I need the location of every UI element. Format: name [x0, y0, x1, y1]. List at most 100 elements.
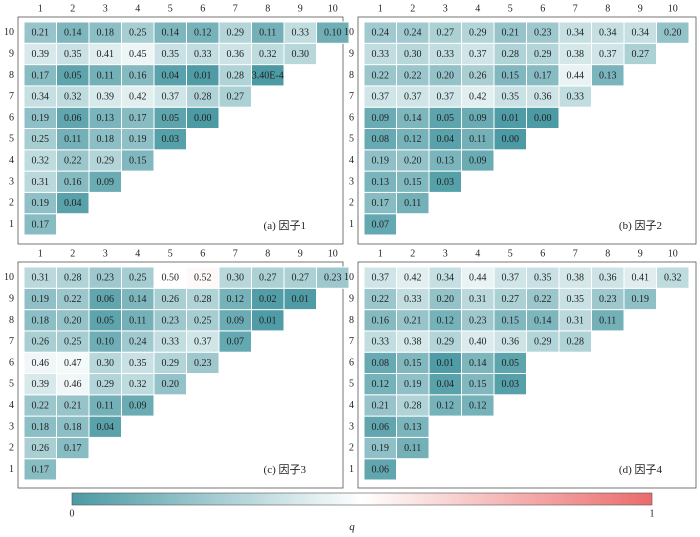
cell-value-label: 0.12 [469, 400, 487, 411]
cell-value-label: 0.31 [567, 315, 585, 326]
cell-value-label: 0.01 [194, 70, 212, 81]
y-tick-label: 8 [349, 70, 354, 81]
cell-value-label: 0.39 [32, 379, 50, 390]
cell-value-label: 0.11 [64, 134, 81, 145]
y-tick-label: 5 [9, 134, 14, 145]
cell-value-label: 0.00 [502, 134, 520, 145]
cell-value-label: 0.34 [599, 28, 617, 39]
cell-value-label: 0.22 [64, 294, 82, 305]
cell-value-label: 0.17 [32, 464, 50, 475]
panel-label: (c) 因子3 [264, 463, 307, 476]
cell-value-label: 0.47 [64, 358, 82, 369]
cell-value-label: 0.20 [437, 70, 455, 81]
cell-value-label: 0.19 [32, 294, 50, 305]
cell-value-label: 0.44 [469, 273, 487, 284]
cell-value-label: 0.11 [469, 134, 486, 145]
cell-value-label: 0.19 [32, 198, 50, 209]
cell-value-label: 0.12 [372, 379, 390, 390]
cell-value-label: 0.45 [129, 49, 147, 60]
cell-value-label: 0.30 [227, 273, 245, 284]
cell-value-label: 0.29 [469, 28, 487, 39]
cell-value-label: 0.14 [64, 28, 82, 39]
cell-value-label: 0.29 [227, 28, 245, 39]
cell-value-label: 0.42 [404, 273, 422, 284]
cell-value-label: 0.14 [534, 315, 552, 326]
cell-value-label: 0.12 [437, 315, 455, 326]
cell-value-label: 0.41 [632, 273, 650, 284]
cell-value-label: 0.15 [469, 379, 487, 390]
cell-value-label: 0.20 [437, 294, 455, 305]
y-tick-label: 1 [349, 464, 354, 475]
cell-value-label: 0.12 [194, 28, 212, 39]
y-tick-label: 4 [9, 400, 14, 411]
cell-value-label: 0.08 [372, 358, 390, 369]
cell-value-label: 0.39 [97, 92, 115, 103]
cell-value-label: 0.33 [372, 49, 390, 60]
cell-value-label: 0.25 [129, 28, 147, 39]
cell-value-label: 0.26 [32, 443, 50, 454]
heatmap-cell [656, 21, 690, 44]
x-tick-label: 5 [168, 249, 173, 260]
cell-value-label: 0.33 [162, 337, 180, 348]
cell-value-label: 0.26 [469, 70, 487, 81]
heatmap-cell [316, 21, 350, 44]
x-tick-label: 3 [443, 249, 448, 260]
y-tick-label: 7 [9, 336, 14, 347]
cell-value-label: 0.30 [292, 49, 310, 60]
cell-value-label: 0.28 [404, 400, 422, 411]
cell-value-label: 0.21 [502, 28, 520, 39]
cell-value-label: 0.20 [64, 315, 82, 326]
x-tick-label: 3 [443, 4, 448, 15]
cell-value-label: 0.18 [97, 28, 115, 39]
x-tick-label: 5 [508, 4, 513, 15]
y-tick-label: 6 [349, 112, 354, 123]
cell-value-label: 0.23 [534, 28, 552, 39]
cell-value-label: 0.22 [372, 294, 390, 305]
cell-value-label: 3.40E-4 [252, 70, 284, 81]
x-tick-label: 8 [605, 249, 610, 260]
cell-value-label: 0.09 [227, 315, 245, 326]
cell-value-label: 0.27 [437, 28, 455, 39]
x-tick-label: 4 [475, 4, 480, 15]
cell-value-label: 0.37 [162, 92, 180, 103]
cell-value-label: 0.21 [372, 400, 390, 411]
cell-value-label: 0.38 [567, 273, 585, 284]
cell-value-label: 0.08 [372, 134, 390, 145]
cell-value-label: 0.09 [372, 113, 390, 124]
cell-value-label: 0.31 [32, 177, 50, 188]
cell-value-label: 0.01 [437, 358, 455, 369]
cell-value-label: 0.28 [502, 49, 520, 60]
cell-value-label: 0.25 [32, 134, 50, 145]
cell-value-label: 0.22 [32, 400, 50, 411]
cell-value-label: 0.25 [64, 337, 82, 348]
cell-value-label: 0.18 [32, 315, 50, 326]
y-tick-label: 3 [9, 176, 14, 187]
x-tick-label: 5 [168, 4, 173, 15]
cell-value-label: 0.19 [404, 379, 422, 390]
x-tick-label: 9 [638, 4, 643, 15]
cell-value-label: 0.29 [97, 155, 115, 166]
cell-value-label: 0.12 [404, 134, 422, 145]
x-tick-label: 6 [540, 249, 545, 260]
cell-value-label: 0.09 [129, 400, 147, 411]
cell-value-label: 0.28 [227, 70, 245, 81]
cell-value-label: 0.10 [324, 28, 342, 39]
heatmap-cell [316, 266, 350, 289]
y-tick-label: 7 [9, 91, 14, 102]
panel-frame [357, 261, 697, 489]
heatmap-cell [656, 266, 690, 289]
colorbar-title: q [349, 521, 355, 533]
cell-value-label: 0.35 [567, 294, 585, 305]
cell-value-label: 0.46 [32, 358, 50, 369]
y-tick-label: 3 [9, 421, 14, 432]
x-tick-label: 7 [573, 249, 578, 260]
cell-value-label: 0.01 [259, 315, 277, 326]
cell-value-label: 0.24 [129, 337, 147, 348]
cell-value-label: 0.00 [534, 113, 552, 124]
x-tick-label: 1 [38, 249, 43, 260]
cell-value-label: 0.36 [534, 92, 552, 103]
panel-label: (a) 因子1 [264, 219, 306, 232]
cell-value-label: 0.36 [502, 337, 520, 348]
cell-value-label: 0.21 [64, 400, 82, 411]
